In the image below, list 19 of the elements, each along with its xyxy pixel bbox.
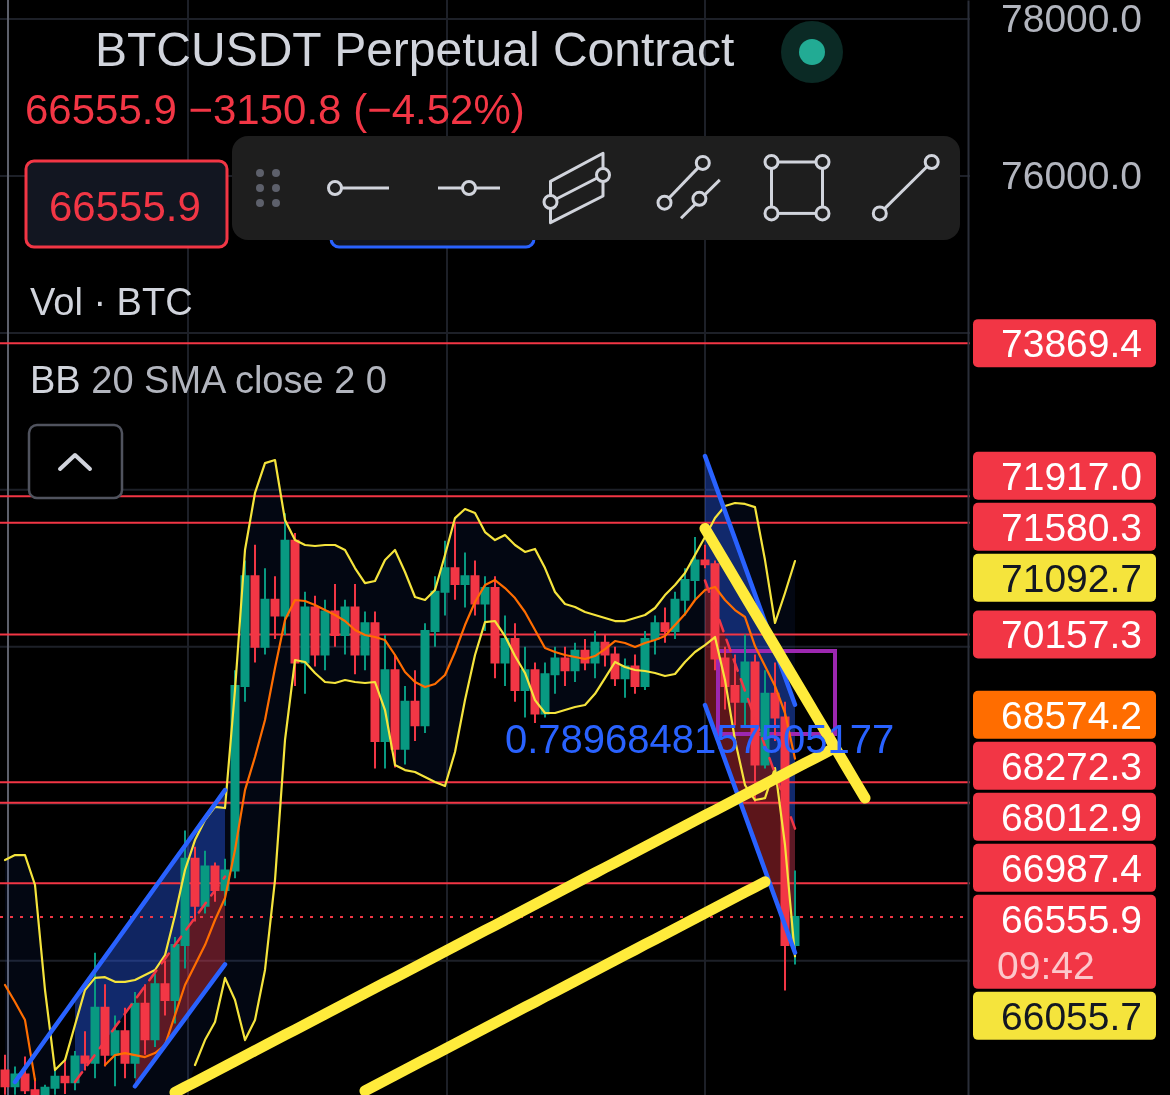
annotation: Vol · BTC [30, 281, 193, 323]
text: 66555.9 −3150.8 (−4.52%) [25, 86, 525, 133]
ref-line-label: 71580.3 [1001, 505, 1142, 549]
annotation: 66555.9 [49, 183, 201, 230]
ref-line-label: 66555.9 [1001, 897, 1142, 941]
text: 68574.2 [1001, 693, 1142, 737]
text: 71092.7 [1001, 556, 1142, 600]
text: BTCUSDT Perpetual Contract [95, 23, 735, 76]
y-tick-label: 78000.0 [1001, 0, 1142, 40]
text: 66055.7 [1001, 994, 1142, 1038]
annotation: BB 20 SMA close 2 0 [30, 359, 387, 401]
text: 09:42 [997, 943, 1095, 987]
y-tick-label: 76000.0 [1001, 153, 1142, 197]
ref-line-label: 68012.9 [1001, 795, 1142, 839]
ref-line-label: 71917.0 [1001, 454, 1142, 498]
ref-line-label: 68272.3 [1001, 744, 1142, 788]
ref-line-label: 70157.3 [1001, 613, 1142, 657]
ref-line-label: 66987.4 [1001, 846, 1142, 890]
ref-line-label: 73869.4 [1001, 322, 1142, 366]
